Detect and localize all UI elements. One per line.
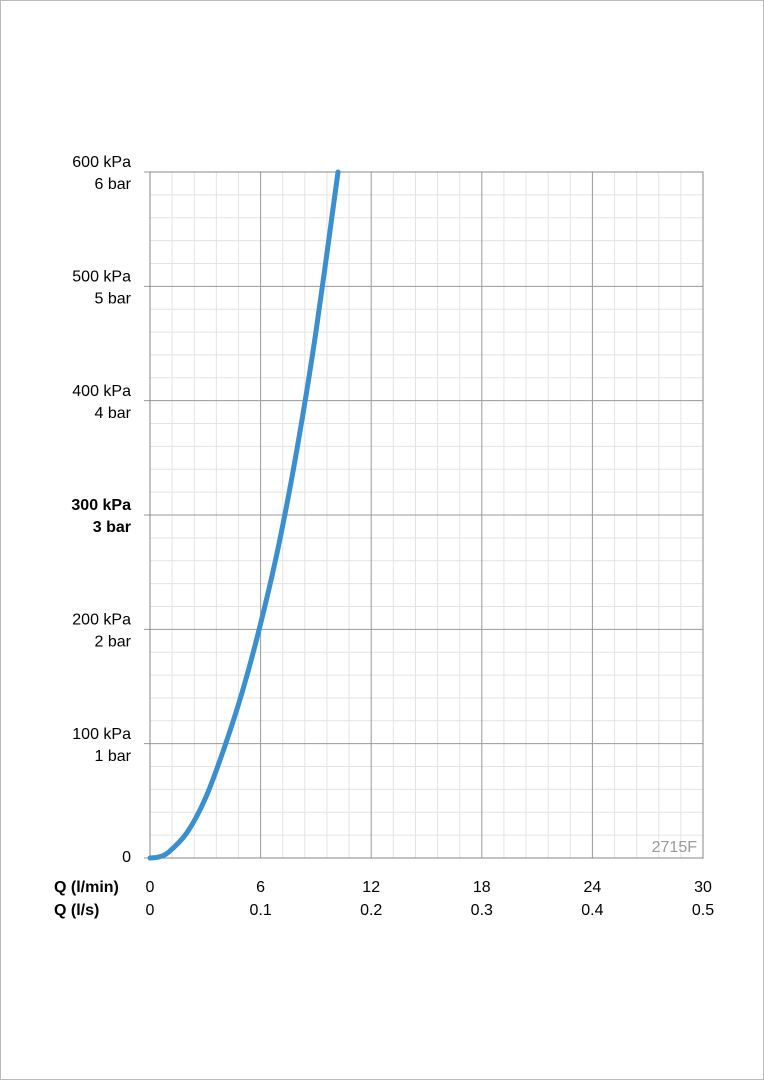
y-tick-label-bar: 3 bar [93, 519, 131, 536]
x-tick-label: 18 [473, 879, 491, 896]
y-tick-label-bar: 2 bar [95, 634, 132, 651]
x-tick-label: 6 [256, 879, 265, 896]
y-tick-label: 600 kPa [72, 154, 131, 171]
y-tick-label: 400 kPa [72, 383, 131, 400]
x-axis-label: Q (l/min) [54, 879, 119, 896]
y-tick-label: 100 kPa [72, 726, 131, 743]
x2-tick-label: 0.1 [249, 902, 271, 919]
y-tick-label: 300 kPa [71, 497, 131, 514]
y-tick-label-bar: 6 bar [95, 176, 132, 193]
x2-tick-label: 0 [146, 902, 155, 919]
y-tick-label-bar: 4 bar [95, 405, 132, 422]
x2-tick-label: 0.5 [692, 902, 714, 919]
x2-tick-label: 0.2 [360, 902, 382, 919]
x-tick-label: 12 [362, 879, 380, 896]
y-tick-label-bar: 1 bar [95, 748, 132, 765]
x2-tick-label: 0.3 [471, 902, 493, 919]
plot-frame [149, 171, 704, 859]
y-tick-label: 200 kPa [72, 612, 131, 629]
x2-axis-label: Q (l/s) [54, 902, 99, 919]
curve [147, 169, 341, 861]
y-tick-label: 0 [122, 849, 131, 866]
y-tick-label-bar: 5 bar [95, 291, 132, 308]
x-tick-label: 24 [584, 879, 602, 896]
y-tick-label: 500 kPa [72, 269, 131, 286]
x-tick-label: 0 [146, 879, 155, 896]
x-tick-label: 30 [694, 879, 712, 896]
x2-tick-label: 0.4 [581, 902, 603, 919]
annotation: 2715F [652, 839, 698, 856]
